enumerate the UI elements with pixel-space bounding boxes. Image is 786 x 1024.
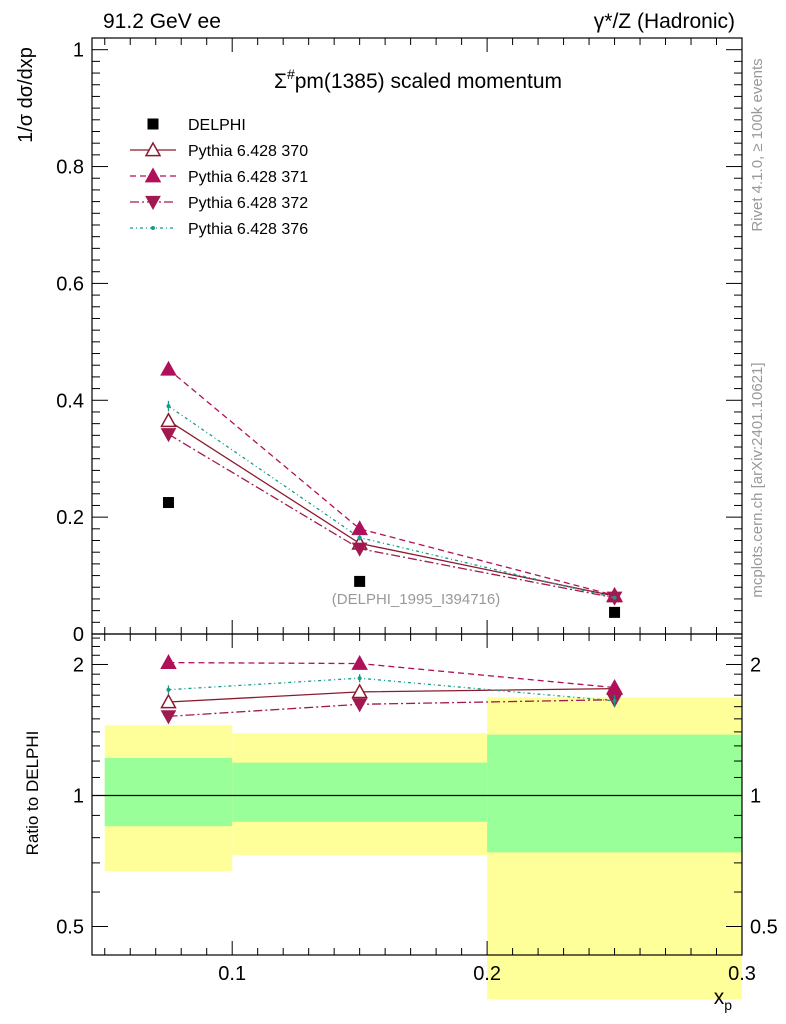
ratio-series-p372	[160, 693, 623, 725]
x-tick-label: 0.1	[218, 963, 246, 985]
data-point	[609, 606, 621, 618]
y-tick-label: 2	[73, 654, 84, 676]
data-point	[166, 404, 171, 409]
y-tick-label: 0	[73, 624, 84, 646]
series-line	[168, 420, 615, 597]
band-inner	[487, 734, 742, 853]
series-p376	[166, 400, 617, 600]
legend-item-data: DELPHI	[147, 117, 246, 134]
y-tick-label: 1	[73, 40, 84, 62]
y-tick-label-right: 0.5	[750, 916, 778, 938]
data-point	[160, 360, 177, 376]
ratio-point	[357, 676, 362, 681]
series-p371	[160, 360, 623, 602]
ratio-series-p371	[160, 654, 623, 694]
x-tick-label: 0.3	[728, 963, 756, 985]
legend-marker	[144, 167, 162, 183]
series-line	[168, 405, 615, 599]
ratio-line	[168, 661, 615, 689]
ratio-panel: 0.5 0.5 1 1 2 2 0.1 0.2 0.3 Ratio to DELPHI xp	[23, 633, 778, 1013]
legend-item-p372: Pythia 6.428 372	[130, 195, 308, 212]
ratio-frame	[91, 633, 743, 956]
ratio-point	[160, 693, 177, 709]
x-axis-label: xp	[714, 986, 733, 1013]
data-point	[354, 575, 366, 587]
ratio-point	[351, 654, 368, 670]
y-tick-label: 0.6	[56, 273, 84, 295]
ratio-axis-label: Ratio to DELPHI	[23, 731, 42, 856]
ratio-point	[612, 698, 617, 703]
ratio-point	[351, 698, 368, 713]
y-tick-label: 0.2	[56, 507, 84, 529]
data-point	[160, 428, 177, 443]
ratio-point	[160, 710, 177, 725]
data-point	[357, 535, 362, 540]
legend: DELPHI Pythia 6.428 370 Pythia 6.428 371 Py…	[130, 117, 308, 238]
main-panel: 0 0.2 0.4 0.6 0.8 1 1/σ dσ/dxp Σ#pm(1385) scale…	[15, 37, 743, 646]
ratio-point	[166, 687, 171, 692]
chart-title: Σ#pm(1385) scaled momentum	[274, 66, 562, 93]
band-inner	[104, 757, 233, 827]
band-inner	[232, 762, 488, 822]
legend-label: Pythia 6.428 370	[188, 143, 308, 160]
y-tick-label: 1	[73, 785, 84, 807]
y-tick-label: 0.4	[56, 390, 84, 412]
header-right: γ*/Z (Hadronic)	[594, 10, 735, 33]
ratio-series-p376	[166, 674, 617, 707]
legend-label: Pythia 6.428 372	[188, 195, 308, 212]
legend-item-p376: Pythia 6.428 376	[130, 221, 308, 238]
legend-marker	[147, 118, 159, 130]
watermark: (DELPHI_1995_I394716)	[332, 591, 500, 608]
header-left: 91.2 GeV ee	[103, 10, 221, 33]
y-tick-label-right: 2	[750, 654, 761, 676]
mcplots-label: mcplots.cern.ch [arXiv:2401.10621]	[749, 362, 766, 597]
rivet-label: Rivet 4.1.0, ≥ 100k events	[749, 58, 766, 231]
legend-marker	[145, 195, 161, 211]
y-tick-label-right: 1	[750, 785, 761, 807]
y-tick-label: 0.8	[56, 157, 84, 179]
y-axis-label: 1/σ dσ/dxp	[15, 47, 37, 143]
legend-label: Pythia 6.428 376	[188, 221, 308, 238]
ratio-point	[351, 683, 368, 699]
series-p370	[160, 412, 623, 603]
series-line	[168, 368, 615, 597]
legend-label: Pythia 6.428 371	[188, 169, 308, 186]
ratio-point	[606, 679, 623, 694]
series-line	[168, 433, 615, 599]
legend-label: DELPHI	[188, 117, 246, 134]
y-tick-label: 0.5	[56, 916, 84, 938]
legend-item-p370: Pythia 6.428 370	[130, 141, 308, 160]
series-p372	[160, 428, 623, 606]
data-point	[351, 520, 368, 536]
data-point	[160, 412, 177, 428]
ratio-point	[160, 654, 177, 669]
legend-marker	[151, 226, 155, 230]
legend-item-p371: Pythia 6.428 371	[130, 167, 308, 186]
x-tick-label: 0.2	[473, 963, 501, 985]
series-data	[162, 497, 621, 618]
data-point	[162, 497, 174, 509]
data-point	[351, 542, 368, 557]
data-point	[612, 595, 617, 600]
legend-marker	[144, 141, 162, 157]
